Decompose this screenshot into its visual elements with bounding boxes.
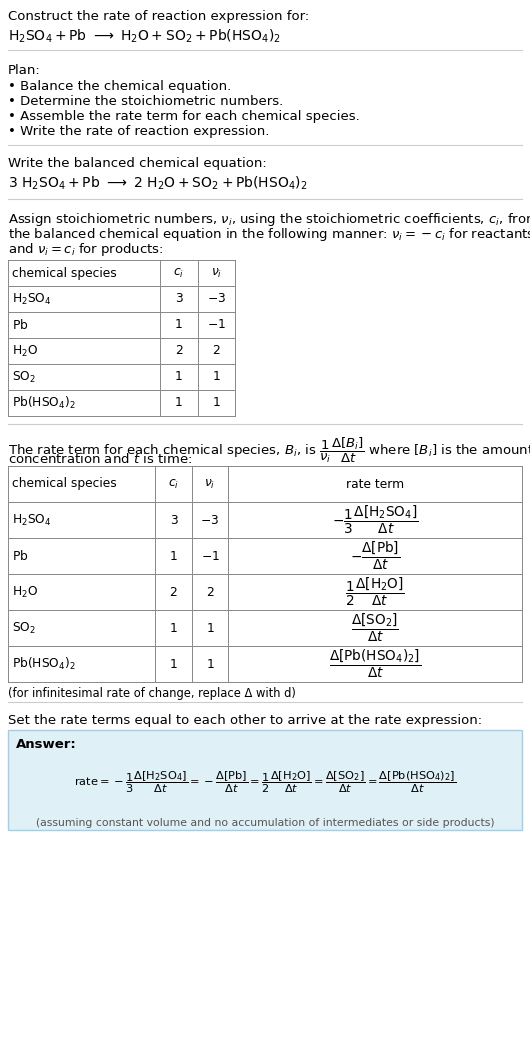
Text: 1: 1 <box>170 658 178 670</box>
Text: $\mathrm{Pb(HSO_4)_2}$: $\mathrm{Pb(HSO_4)_2}$ <box>12 656 76 672</box>
Text: 3: 3 <box>175 293 183 305</box>
Text: $1$: $1$ <box>212 370 221 384</box>
Text: $1$: $1$ <box>206 658 214 670</box>
Text: $-3$: $-3$ <box>207 293 226 305</box>
Text: 3: 3 <box>170 514 178 526</box>
Text: $1$: $1$ <box>206 621 214 635</box>
Text: 1: 1 <box>175 396 183 409</box>
Text: • Determine the stoichiometric numbers.: • Determine the stoichiometric numbers. <box>8 95 283 108</box>
Text: $-3$: $-3$ <box>200 514 219 526</box>
Text: Set the rate terms equal to each other to arrive at the rate expression:: Set the rate terms equal to each other t… <box>8 714 482 727</box>
Text: 1: 1 <box>175 370 183 384</box>
Text: $-\dfrac{\Delta[\mathrm{Pb}]}{\Delta t}$: $-\dfrac{\Delta[\mathrm{Pb}]}{\Delta t}$ <box>350 540 400 572</box>
Text: $1$: $1$ <box>212 396 221 409</box>
Text: $\mathrm{H_2SO_4}$: $\mathrm{H_2SO_4}$ <box>12 513 51 527</box>
Text: $\mathrm{SO_2}$: $\mathrm{SO_2}$ <box>12 369 36 385</box>
Text: $\mathrm{3\ H_2SO_4 + Pb\ \longrightarrow\ 2\ H_2O + SO_2 + Pb(HSO_4)_2}$: $\mathrm{3\ H_2SO_4 + Pb\ \longrightarro… <box>8 175 307 192</box>
Text: • Balance the chemical equation.: • Balance the chemical equation. <box>8 79 231 93</box>
Text: $\dfrac{1}{2}\dfrac{\Delta[\mathrm{H_2O}]}{\Delta t}$: $\dfrac{1}{2}\dfrac{\Delta[\mathrm{H_2O}… <box>345 576 405 608</box>
Text: $\nu_i$: $\nu_i$ <box>211 267 222 279</box>
Text: and $\nu_i = c_i$ for products:: and $\nu_i = c_i$ for products: <box>8 241 164 258</box>
Text: $\mathrm{H_2SO_4}$: $\mathrm{H_2SO_4}$ <box>12 292 51 306</box>
Text: 2: 2 <box>170 586 178 598</box>
Text: $\mathrm{Pb}$: $\mathrm{Pb}$ <box>12 318 29 332</box>
Text: $\mathrm{Pb}$: $\mathrm{Pb}$ <box>12 549 29 563</box>
Text: Plan:: Plan: <box>8 64 41 77</box>
Text: $-\dfrac{1}{3}\dfrac{\Delta[\mathrm{H_2SO_4}]}{\Delta t}$: $-\dfrac{1}{3}\dfrac{\Delta[\mathrm{H_2S… <box>332 504 418 537</box>
Text: Construct the rate of reaction expression for:: Construct the rate of reaction expressio… <box>8 10 309 23</box>
Text: Answer:: Answer: <box>16 738 77 751</box>
Text: Write the balanced chemical equation:: Write the balanced chemical equation: <box>8 157 267 170</box>
Text: 2: 2 <box>175 344 183 358</box>
Text: • Write the rate of reaction expression.: • Write the rate of reaction expression. <box>8 126 269 138</box>
Text: $\dfrac{\Delta[\mathrm{Pb(HSO_4)_2}]}{\Delta t}$: $\dfrac{\Delta[\mathrm{Pb(HSO_4)_2}]}{\D… <box>329 647 421 680</box>
Text: the balanced chemical equation in the following manner: $\nu_i = -c_i$ for react: the balanced chemical equation in the fo… <box>8 226 530 243</box>
Text: $c_i$: $c_i$ <box>173 267 184 279</box>
Text: 1: 1 <box>170 621 178 635</box>
Text: $-1$: $-1$ <box>207 318 226 332</box>
Text: (assuming constant volume and no accumulation of intermediates or side products): (assuming constant volume and no accumul… <box>36 818 494 828</box>
Text: chemical species: chemical species <box>12 478 117 491</box>
Text: • Assemble the rate term for each chemical species.: • Assemble the rate term for each chemic… <box>8 110 360 123</box>
Text: rate term: rate term <box>346 478 404 491</box>
Text: $\mathrm{H_2SO_4 + Pb\ \longrightarrow\ H_2O + SO_2 + Pb(HSO_4)_2}$: $\mathrm{H_2SO_4 + Pb\ \longrightarrow\ … <box>8 28 281 45</box>
Text: chemical species: chemical species <box>12 267 117 279</box>
Text: 1: 1 <box>170 549 178 563</box>
Text: $c_i$: $c_i$ <box>168 477 179 491</box>
Text: (for infinitesimal rate of change, replace Δ with d): (for infinitesimal rate of change, repla… <box>8 687 296 700</box>
Text: Assign stoichiometric numbers, $\nu_i$, using the stoichiometric coefficients, $: Assign stoichiometric numbers, $\nu_i$, … <box>8 211 530 228</box>
Text: $\mathrm{H_2O}$: $\mathrm{H_2O}$ <box>12 343 38 359</box>
Text: $\dfrac{\Delta[\mathrm{SO_2}]}{\Delta t}$: $\dfrac{\Delta[\mathrm{SO_2}]}{\Delta t}… <box>351 612 399 644</box>
Text: $\mathrm{H_2O}$: $\mathrm{H_2O}$ <box>12 585 38 599</box>
Text: concentration and $t$ is time:: concentration and $t$ is time: <box>8 452 192 467</box>
Text: $\mathrm{SO_2}$: $\mathrm{SO_2}$ <box>12 620 36 636</box>
Text: $-1$: $-1$ <box>200 549 219 563</box>
Text: $\mathrm{Pb(HSO_4)_2}$: $\mathrm{Pb(HSO_4)_2}$ <box>12 395 76 411</box>
FancyBboxPatch shape <box>8 730 522 829</box>
Text: The rate term for each chemical species, $B_i$, is $\dfrac{1}{\nu_i}\dfrac{\Delt: The rate term for each chemical species,… <box>8 436 530 465</box>
Text: $2$: $2$ <box>206 586 214 598</box>
Text: $2$: $2$ <box>212 344 221 358</box>
Text: 1: 1 <box>175 318 183 332</box>
Text: $\mathrm{rate} = -\dfrac{1}{3}\dfrac{\Delta[\mathrm{H_2SO_4}]}{\Delta t} = -\dfr: $\mathrm{rate} = -\dfrac{1}{3}\dfrac{\De… <box>74 769 456 795</box>
Text: $\nu_i$: $\nu_i$ <box>205 477 216 491</box>
